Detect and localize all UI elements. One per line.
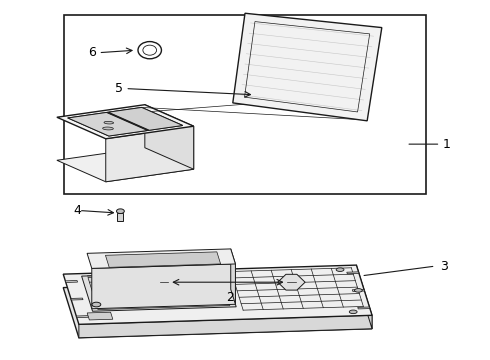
Polygon shape xyxy=(151,274,178,290)
Text: 2: 2 xyxy=(226,291,234,304)
Polygon shape xyxy=(104,121,114,124)
Polygon shape xyxy=(278,274,305,290)
Ellipse shape xyxy=(92,302,101,307)
Polygon shape xyxy=(92,264,235,309)
Ellipse shape xyxy=(349,310,357,314)
Polygon shape xyxy=(63,279,372,338)
Polygon shape xyxy=(231,249,235,304)
Polygon shape xyxy=(108,107,183,130)
Polygon shape xyxy=(105,252,220,267)
Polygon shape xyxy=(106,126,194,182)
Polygon shape xyxy=(233,13,382,121)
Polygon shape xyxy=(87,249,235,269)
Polygon shape xyxy=(87,312,113,320)
Polygon shape xyxy=(88,273,230,310)
Text: 5: 5 xyxy=(115,82,123,95)
Ellipse shape xyxy=(336,268,344,271)
Polygon shape xyxy=(356,265,372,329)
Polygon shape xyxy=(57,148,194,182)
Bar xyxy=(118,213,123,221)
Polygon shape xyxy=(358,307,370,309)
Ellipse shape xyxy=(354,289,362,292)
Polygon shape xyxy=(68,112,147,136)
Ellipse shape xyxy=(138,41,161,59)
Polygon shape xyxy=(347,272,359,274)
Polygon shape xyxy=(71,298,83,300)
Polygon shape xyxy=(352,289,365,291)
Polygon shape xyxy=(82,272,236,311)
Ellipse shape xyxy=(117,209,124,213)
Bar xyxy=(64,15,426,194)
Text: 4: 4 xyxy=(74,204,81,217)
Polygon shape xyxy=(79,315,372,338)
Polygon shape xyxy=(68,107,183,136)
Text: 3: 3 xyxy=(441,260,448,273)
Polygon shape xyxy=(102,127,113,130)
Polygon shape xyxy=(57,105,194,139)
Text: 6: 6 xyxy=(88,46,96,59)
Polygon shape xyxy=(63,265,372,324)
Polygon shape xyxy=(65,280,77,283)
Ellipse shape xyxy=(143,45,157,55)
Text: 1: 1 xyxy=(443,138,451,150)
Polygon shape xyxy=(76,316,89,318)
Polygon shape xyxy=(145,105,194,169)
